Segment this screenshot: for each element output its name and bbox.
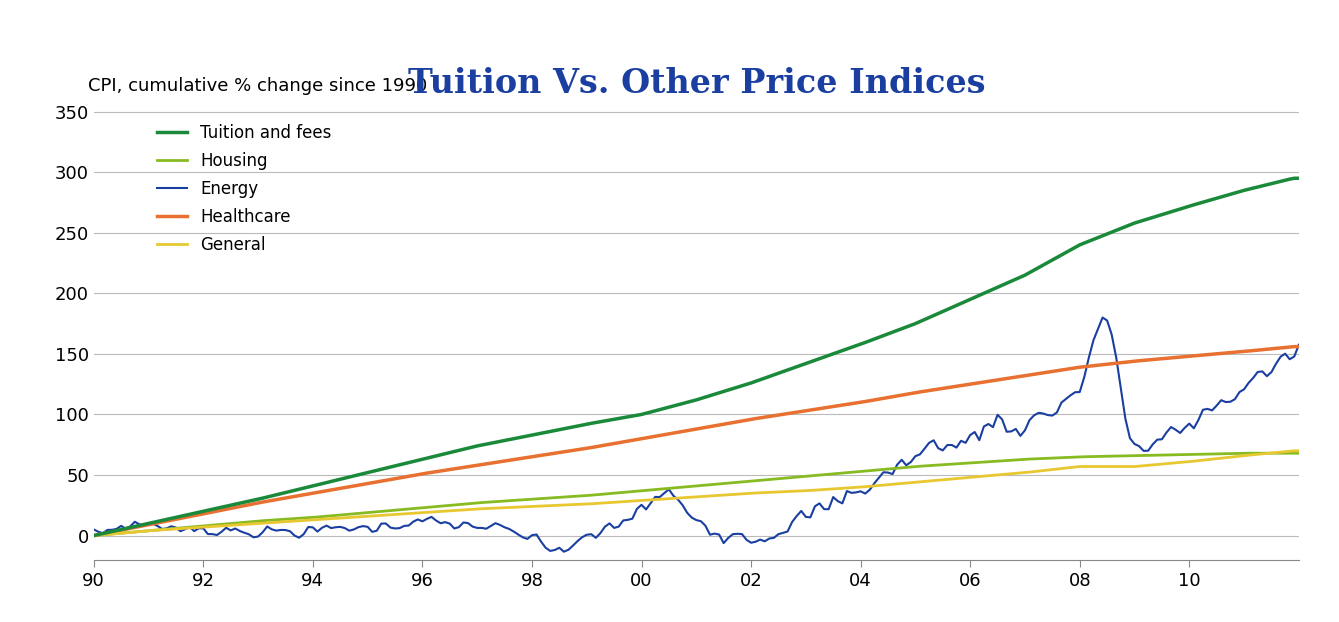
Legend: Tuition and fees, Housing, Energy, Healthcare, General: Tuition and fees, Housing, Energy, Healt… bbox=[150, 117, 339, 261]
Title: Tuition Vs. Other Price Indices: Tuition Vs. Other Price Indices bbox=[407, 67, 986, 100]
Text: CPI, cumulative % change since 1990: CPI, cumulative % change since 1990 bbox=[88, 77, 427, 95]
